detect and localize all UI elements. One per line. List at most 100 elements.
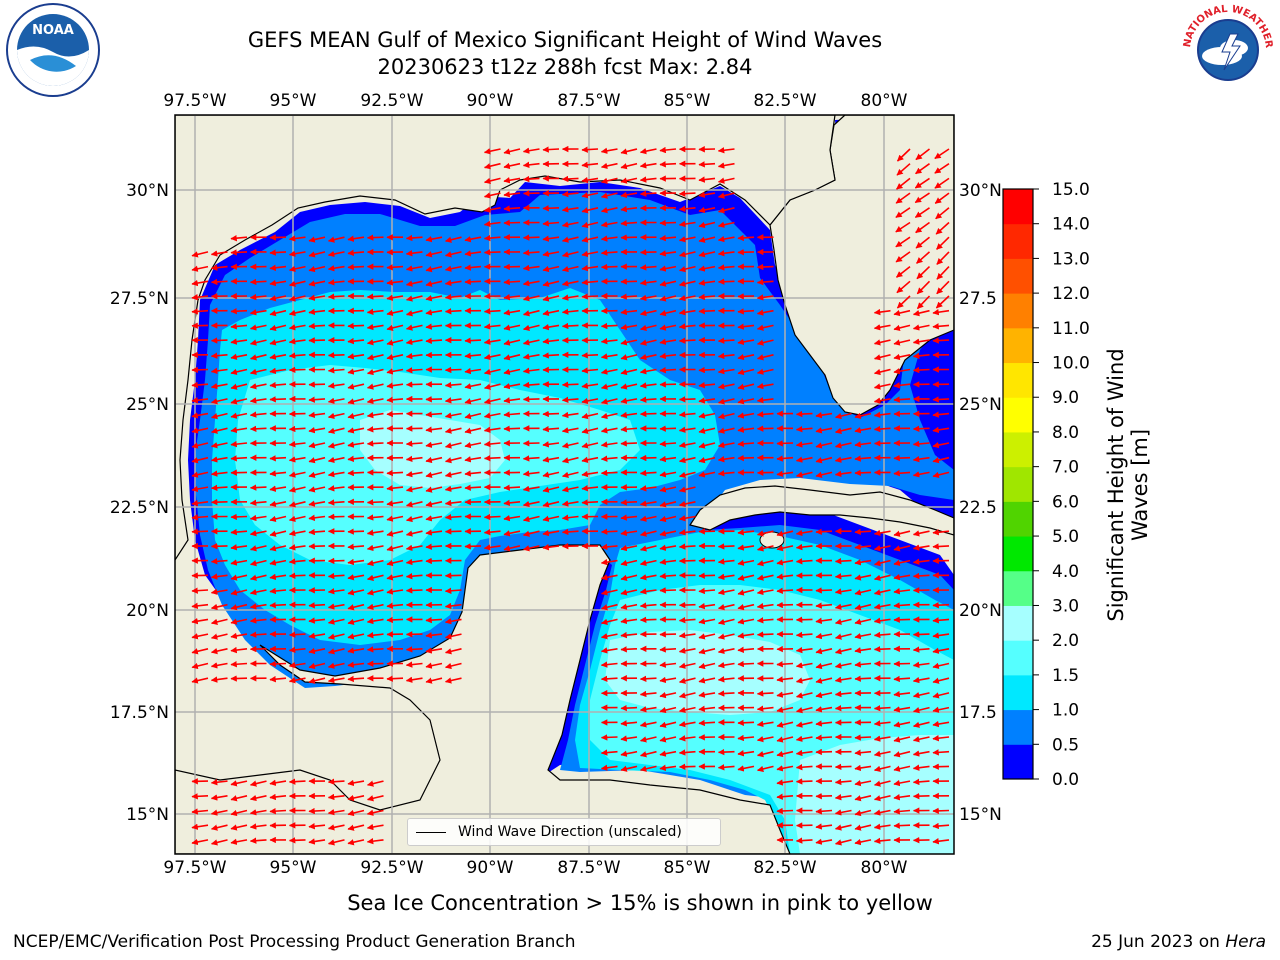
wave-direction-arrow [893,530,911,537]
wave-direction-arrow [620,308,638,316]
wave-direction-arrow [893,675,911,683]
svg-text:95°W: 95°W [270,858,317,878]
wave-direction-arrow [737,323,755,330]
colorbar-ticks: 0.0 0.5 1.0 1.5 2.0 3.0 4.0 5.0 6.0 7.0 8.0 9.0 10.0… [1033,180,1090,790]
wave-direction-arrow [210,250,228,257]
wave-direction-arrow [932,396,950,403]
wave-direction-arrow [915,221,930,234]
wave-direction-arrow [405,309,423,317]
lat-labels-left: 30°N 27.5°N 25°N 22.5°N 20°N 17.5°N 15°N [110,181,169,825]
wave-direction-arrow [834,470,852,478]
colorbar-tick-label: 5.0 [1052,527,1079,547]
wave-direction-arrow [698,412,716,419]
colorbar [1003,189,1033,780]
wave-direction-arrow [191,808,209,815]
wave-direction-arrow [834,824,852,831]
wave-direction-arrow [932,647,950,654]
footer-branch: NCEP/EMC/Verification Post Processing Pr… [13,932,576,952]
wave-direction-arrow [347,322,365,330]
wave-direction-arrow [366,354,384,361]
wave-direction-arrow [483,398,501,405]
wave-direction-arrow [600,675,618,682]
wave-direction-arrow [230,398,248,405]
colorbar-segment [1003,327,1033,364]
wave-direction-arrow [288,471,306,478]
wave-direction-arrow [386,616,404,624]
wave-direction-arrow [249,383,267,390]
wave-direction-arrow [210,456,228,463]
wave-direction-arrow [854,779,872,787]
wave-direction-arrow [347,647,365,654]
wave-direction-arrow [620,750,638,757]
wave-direction-arrow [308,486,326,493]
wave-direction-arrow [191,633,209,640]
wave-direction-arrow [698,471,716,478]
wave-direction-arrow [795,558,813,565]
wave-direction-arrow [698,251,716,258]
wave-direction-arrow [737,660,755,668]
wave-direction-arrow [464,398,482,405]
wave-direction-arrow [483,162,501,170]
wave-direction-arrow [191,602,209,610]
wave-direction-arrow [717,235,735,243]
wave-direction-arrow [249,368,267,376]
wave-direction-arrow [425,309,443,316]
wave-direction-arrow [737,618,755,625]
wave-direction-arrow [600,589,618,596]
wave-direction-arrow [230,440,248,448]
colorbar-segment [1003,431,1033,468]
wave-direction-arrow [737,383,755,390]
wave-direction-arrow [230,809,248,817]
wave-direction-arrow [717,427,735,434]
wave-direction-arrow [386,675,404,682]
wave-direction-arrow [522,147,540,154]
wave-direction-arrow [893,706,911,713]
wave-direction-arrow [659,219,677,227]
wave-direction-arrow [776,691,794,698]
wave-direction-arrow [230,455,248,462]
wave-direction-arrow [620,499,638,506]
footer-date: 25 Jun 2023 on Hera [1091,932,1266,952]
wave-direction-arrow [522,515,540,523]
map-legend: Wind Wave Direction (unscaled) [407,818,721,846]
wave-direction-arrow [191,648,209,655]
wave-direction-arrow [542,529,560,537]
wave-direction-arrow [678,441,696,449]
wave-direction-arrow [249,545,267,552]
svg-text:90°W: 90°W [467,91,514,111]
wave-direction-arrow [912,764,930,771]
wave-direction-arrow [444,648,462,655]
wave-direction-arrow [366,809,384,816]
wave-direction-arrow [347,427,365,434]
wave-direction-arrow [893,309,911,317]
wave-direction-arrow [698,705,716,712]
wave-direction-arrow [581,427,599,434]
wave-direction-arrow [230,412,248,419]
wave-direction-arrow [288,558,306,565]
wave-direction-arrow [249,809,267,816]
svg-text:87.5°W: 87.5°W [557,91,620,111]
wave-direction-arrow [308,251,326,258]
wave-direction-arrow [386,469,404,477]
wave-direction-arrow [210,558,228,565]
wave-direction-arrow [795,646,813,654]
wave-direction-arrow [308,647,326,655]
wave-direction-arrow [347,528,365,535]
wave-direction-arrow [873,750,891,757]
wave-direction-arrow [639,530,657,537]
wave-direction-arrow [561,322,579,330]
wave-direction-arrow [191,366,209,374]
wave-direction-arrow [678,280,696,287]
wave-direction-arrow [366,632,384,639]
wave-direction-arrow [366,837,384,845]
wave-direction-arrow [386,574,404,581]
wave-direction-arrow [639,602,657,609]
wave-direction-arrow [854,603,872,611]
wave-direction-arrow [659,280,677,287]
wave-direction-arrow [893,721,911,728]
wave-direction-arrow [327,427,345,434]
wave-direction-arrow [659,486,677,493]
wave-direction-arrow [561,381,579,388]
wave-direction-arrow [935,295,950,309]
wave-direction-arrow [327,485,345,492]
